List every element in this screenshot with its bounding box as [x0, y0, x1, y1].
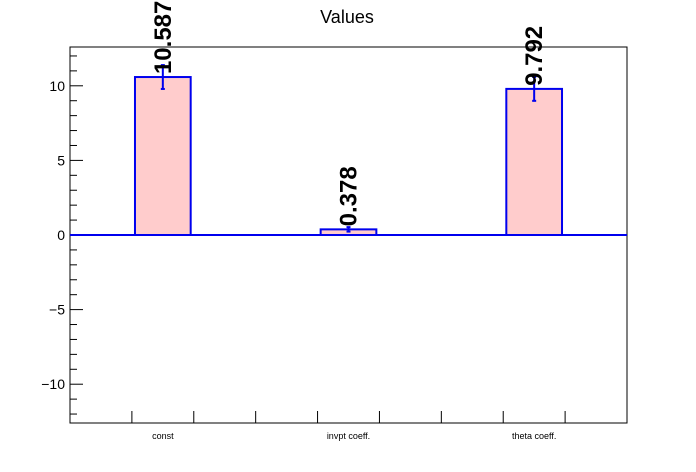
y-tick-label: 10 — [49, 78, 65, 94]
y-tick-label: −10 — [41, 376, 65, 392]
bar-value-label: 10.587 — [150, 1, 177, 74]
bar-value-label: 9.792 — [521, 26, 548, 86]
y-axis: −10 −5 0 5 10 — [41, 55, 83, 415]
x-axis: const invpt coeff. theta coeff. — [131, 411, 566, 441]
x-tick-label: const — [152, 431, 174, 441]
y-tick-label: −5 — [49, 302, 65, 318]
bar — [133, 76, 192, 237]
y-tick-label: 0 — [57, 227, 65, 243]
x-tick-label: theta coeff. — [512, 431, 556, 441]
x-tick-label: invpt coeff. — [327, 431, 370, 441]
bar — [505, 87, 564, 236]
chart-title: Values — [320, 7, 374, 27]
bar-value-label: 0.378 — [336, 166, 363, 226]
value-labels: 10.587 0.378 9.792 — [150, 1, 548, 227]
y-tick-label: 5 — [57, 152, 65, 168]
